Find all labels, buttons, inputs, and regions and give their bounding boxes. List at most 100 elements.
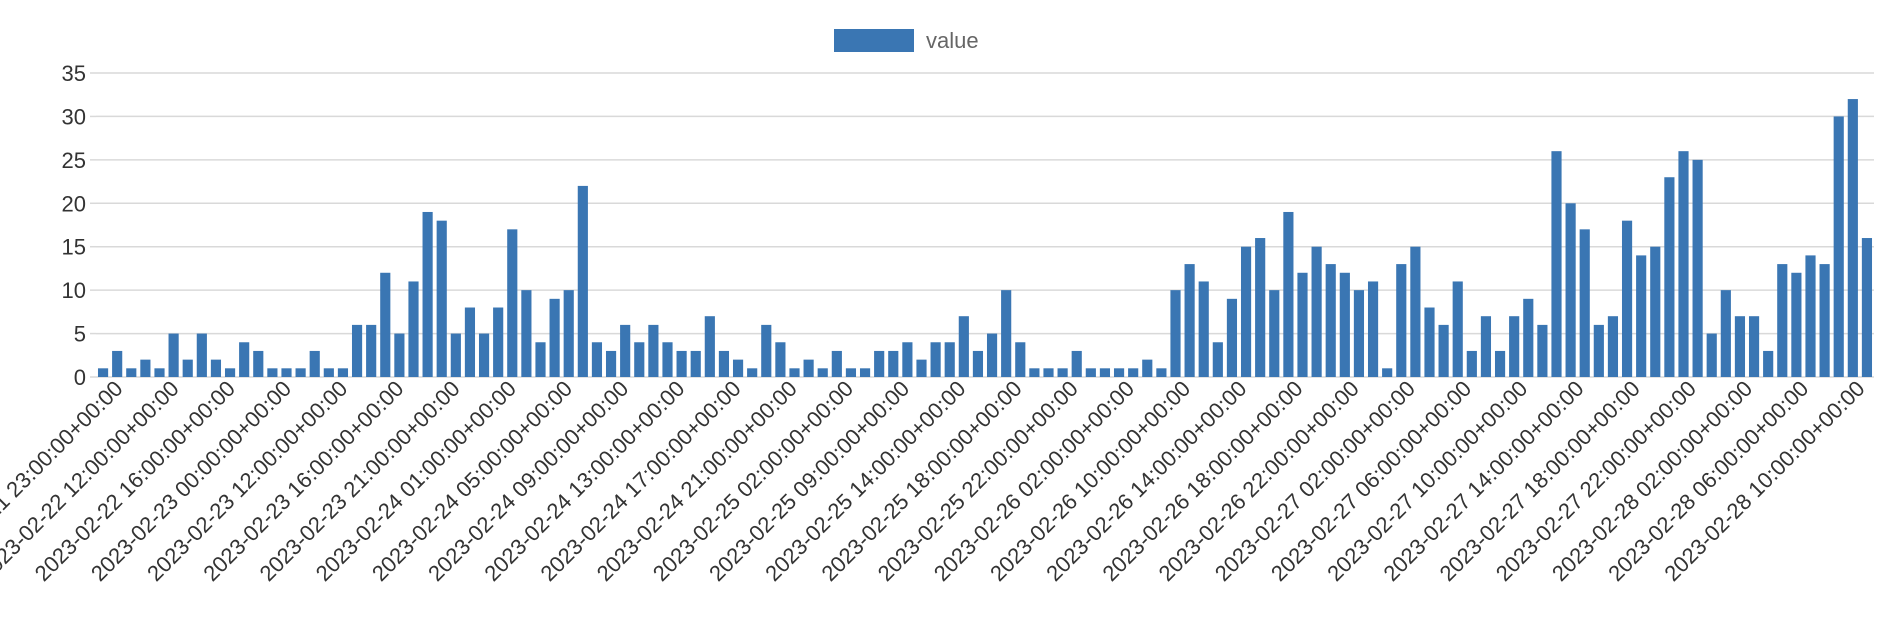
- bar: [1085, 368, 1096, 377]
- bar: [732, 359, 744, 377]
- bar: [747, 368, 758, 377]
- bar: [1664, 177, 1675, 377]
- bar: [1297, 272, 1308, 377]
- bar: [1692, 159, 1703, 377]
- bar: [1593, 324, 1604, 377]
- bar: [1523, 298, 1534, 377]
- bar: [817, 368, 828, 377]
- legend-label: value: [926, 28, 979, 53]
- bar: [450, 333, 461, 377]
- y-tick-label: 35: [62, 61, 86, 86]
- bar: [408, 281, 419, 377]
- bar: [1184, 264, 1195, 377]
- bar: [1777, 264, 1788, 377]
- bar: [1494, 350, 1506, 377]
- bar: [351, 324, 363, 377]
- bar: [1353, 290, 1365, 377]
- y-tick-label: 20: [62, 191, 86, 216]
- bar: [1720, 290, 1731, 377]
- bar: [620, 324, 631, 377]
- bar: [210, 359, 222, 377]
- bar: [1438, 324, 1449, 377]
- bar: [1537, 324, 1548, 377]
- bar: [972, 350, 984, 377]
- bar: [1607, 316, 1619, 377]
- bar: [1579, 229, 1590, 377]
- bar: [1269, 290, 1280, 377]
- bar: [1636, 255, 1647, 377]
- bar: [1226, 298, 1238, 377]
- bar: [1198, 281, 1209, 377]
- bar: [1015, 342, 1026, 377]
- bar: [1410, 246, 1421, 377]
- bar: [648, 324, 659, 377]
- y-tick-label: 30: [62, 104, 86, 129]
- bar: [775, 342, 786, 377]
- bar: [97, 368, 109, 377]
- y-tick-label: 15: [62, 235, 86, 260]
- bar: [958, 316, 969, 377]
- bar: [1847, 99, 1858, 377]
- bar: [507, 229, 518, 377]
- bar: [295, 368, 306, 377]
- bar: [1833, 116, 1844, 378]
- bar: [366, 324, 377, 377]
- bar: [478, 333, 490, 377]
- bar: [309, 350, 320, 377]
- bar: [1212, 342, 1223, 377]
- bar: [1621, 220, 1633, 377]
- bar: [1452, 281, 1463, 377]
- bar: [577, 185, 588, 377]
- bar: [493, 307, 504, 377]
- bar: [1424, 307, 1435, 377]
- bar: [1509, 316, 1520, 377]
- y-tick-label: 5: [74, 322, 86, 347]
- bar: [253, 350, 264, 377]
- bars: [97, 99, 1873, 378]
- bar: [690, 350, 701, 377]
- bar: [662, 342, 673, 377]
- bar: [535, 342, 546, 377]
- bar: [930, 342, 941, 377]
- bar: [140, 359, 151, 377]
- bar: [323, 368, 334, 377]
- gridlines: [90, 72, 1874, 378]
- bar: [718, 350, 730, 377]
- bar: [1001, 290, 1012, 377]
- bar: [1551, 151, 1562, 377]
- bar: [1325, 264, 1336, 377]
- bar: [154, 368, 165, 377]
- bar: [1156, 368, 1167, 377]
- bar: [436, 220, 447, 377]
- bar: [563, 290, 574, 377]
- bar: [337, 368, 349, 377]
- bar: [196, 333, 207, 377]
- bar: [1805, 255, 1816, 377]
- bar: [1128, 368, 1139, 377]
- bar: [1311, 246, 1322, 377]
- bar: [789, 368, 800, 377]
- bar: [112, 350, 123, 377]
- y-axis: 0 5 10 15 20 25 30 35: [62, 61, 86, 390]
- bar: [859, 368, 871, 377]
- bar: [1170, 290, 1181, 377]
- bar: [549, 298, 560, 377]
- bar: [591, 342, 603, 377]
- bar: [182, 359, 193, 377]
- bar: [380, 272, 391, 377]
- bar: [126, 368, 137, 377]
- bar: [888, 350, 899, 377]
- legend[interactable]: value: [834, 28, 979, 53]
- bar: [944, 342, 955, 377]
- bar: [1367, 281, 1379, 377]
- bar: [1113, 368, 1125, 377]
- bar: [1043, 368, 1054, 377]
- bar: [422, 211, 433, 377]
- bar: [902, 342, 913, 377]
- bar: [521, 290, 532, 377]
- bar: [1861, 238, 1873, 377]
- y-tick-label: 0: [74, 365, 86, 390]
- bar: [168, 333, 179, 377]
